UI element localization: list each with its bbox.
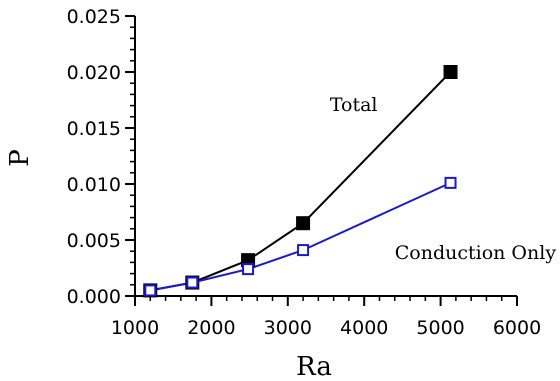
y-tick-label: 0.005 (67, 230, 121, 252)
y-axis-title: P (5, 149, 35, 167)
y-tick-label: 0.015 (67, 118, 121, 140)
series-0-point (296, 216, 311, 231)
series-1-point (242, 263, 255, 276)
series-1-point (444, 176, 457, 189)
x-tick-label: 2000 (187, 317, 235, 339)
labels: Ra P Total Conduction Only (5, 94, 556, 381)
series-1-point (186, 276, 199, 289)
annotation-conduction-only: Conduction Only (395, 242, 557, 264)
y-tick-label: 0.020 (67, 62, 121, 84)
x-tick-label: 1000 (111, 317, 159, 339)
x-tick-label: 6000 (493, 317, 541, 339)
y-tick-label: 0.025 (67, 6, 121, 28)
y-tick-label: 0.010 (67, 174, 121, 196)
series-1-line (150, 181, 451, 292)
x-axis-title: Ra (296, 352, 332, 381)
x-tick-label: 4000 (340, 317, 388, 339)
x-tick-label: 3000 (264, 317, 312, 339)
axes (134, 16, 517, 297)
series-1-point (297, 244, 310, 257)
series-layer (143, 65, 458, 298)
ticks: 0.000 0.005 0.010 0.015 0.020 0.025 1000 2000 30… (67, 6, 542, 339)
y-tick-label: 0.000 (67, 286, 121, 308)
annotation-total: Total (330, 94, 378, 116)
series-1-point (144, 284, 157, 297)
series-0-point (443, 65, 458, 79)
x-tick-label: 5000 (416, 317, 464, 339)
